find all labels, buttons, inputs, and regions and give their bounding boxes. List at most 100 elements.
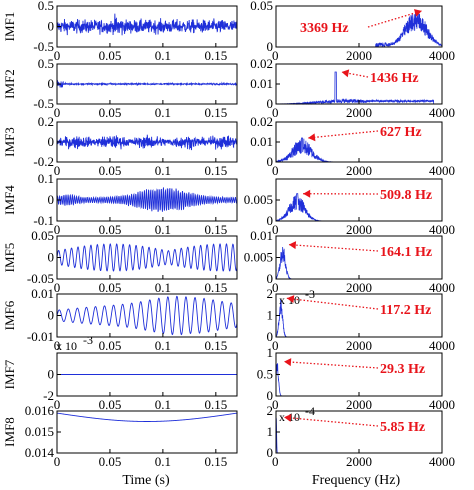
time-exponent-power: -3 (83, 333, 93, 347)
imf-label-imf4: IMF4 (2, 185, 17, 215)
peak-arrow-imf6 (286, 297, 379, 310)
peak-arrow-imf3 (307, 130, 379, 139)
time-xtick-label: 0.1 (155, 105, 171, 120)
time-xtick-label: 0.1 (155, 163, 171, 178)
imf-label-imf1: IMF1 (2, 12, 17, 42)
spectrum-xtick-label: 4000 (429, 454, 455, 469)
time-xtick-label: 0.1 (155, 338, 171, 353)
peak-label-imf6: 117.2 Hz (380, 303, 431, 318)
time-ytick-label: 0 (48, 367, 55, 382)
time-xtick-label: 0.15 (204, 48, 227, 63)
time-series-imf8 (56, 412, 238, 422)
time-axis-label: Time (s) (122, 473, 170, 488)
spectrum-ytick-label: 0.01 (250, 134, 273, 149)
peak-arrow-imf1 (367, 10, 422, 28)
spectrum-xtick-label: 2000 (346, 48, 372, 63)
time-series-imf2 (56, 79, 238, 88)
time-ytick-label: -0.05 (27, 271, 54, 286)
spectrum-xtick-label: 2000 (346, 397, 372, 412)
time-ytick-label: 0 (48, 192, 55, 207)
peak-label-imf1: 3369 Hz (300, 21, 349, 36)
time-series-imf1 (56, 13, 238, 36)
time-ytick-label: 0.5 (38, 0, 54, 13)
frequency-axis-label: Frequency (Hz) (312, 473, 401, 488)
time-ytick-label: 0.2 (38, 114, 54, 129)
time-ytick-label: 0.5 (38, 56, 54, 71)
peak-arrowhead-imf7 (284, 358, 292, 367)
time-xtick-label: 0.05 (99, 163, 122, 178)
time-xtick-label: 0 (54, 105, 61, 120)
time-xtick-label: 0 (54, 222, 61, 237)
time-ytick-label: -0.1 (33, 213, 54, 228)
time-series-imf3 (56, 134, 238, 151)
spectrum-ytick-label: 0 (267, 271, 274, 286)
spectrum-ytick-label: 0 (267, 445, 274, 460)
spectrum-xtick-label: 2000 (346, 454, 372, 469)
peak-arrow-imf7 (283, 360, 379, 369)
spectrum-ytick-label: 0 (267, 96, 274, 111)
time-ytick-label: 0 (48, 134, 55, 149)
imf-label-imf6: IMF6 (2, 300, 17, 330)
peak-arrowhead-imf8 (284, 413, 292, 422)
spectrum-ytick-label: 0 (267, 329, 274, 344)
time-xtick-label: 0.15 (204, 222, 227, 237)
spectrum-ytick-label: 0 (267, 39, 274, 54)
spectrum-xtick-label: 0 (272, 222, 279, 237)
time-series-imf4 (56, 187, 238, 212)
spectrum-xtick-label: 4000 (429, 48, 455, 63)
spectrum-ytick-label: 0.05 (250, 0, 273, 13)
time-xtick-label: 0.05 (99, 454, 122, 469)
peak-arrowhead-imf2 (341, 69, 350, 78)
spectrum-xtick-label: 2000 (346, 222, 372, 237)
spectrum-ytick-label: 1 (267, 308, 274, 323)
imf-label-imf5: IMF5 (2, 243, 17, 273)
imf-label-imf3: IMF3 (2, 127, 17, 157)
time-ytick-label: -0.5 (33, 96, 54, 111)
time-xtick-label: 0.15 (204, 454, 227, 469)
spectrum-ytick-label: 0.01 (250, 228, 273, 243)
spectrum-xtick-label: 4000 (429, 280, 455, 295)
peak-arrowhead-imf1 (413, 9, 422, 17)
time-ytick-label: -2 (43, 388, 54, 403)
time-xtick-label: 0 (54, 163, 61, 178)
peak-arrowhead-imf3 (308, 133, 316, 142)
time-xtick-label: 0.05 (99, 280, 122, 295)
spectrum-ytick-label: 2 (267, 286, 274, 301)
time-xtick-label: 0.1 (155, 48, 171, 63)
time-xtick-label: 0.1 (155, 454, 171, 469)
peak-arrowhead-imf6 (286, 295, 295, 304)
spectrum-ytick-label: 0.005 (244, 250, 273, 265)
spectrum-xtick-label: 0 (272, 105, 279, 120)
time-ytick-label: 0.014 (25, 445, 55, 460)
spectrum-ytick-label: 2 (267, 403, 274, 418)
spectrum-xtick-label: 4000 (429, 338, 455, 353)
spectrum-ytick-label: 0 (267, 213, 274, 228)
spectrum-xtick-label: 2000 (346, 163, 372, 178)
time-ytick-label: -0.2 (33, 154, 54, 169)
spectrum-xtick-label: 4000 (429, 397, 455, 412)
time-series-imf5 (56, 243, 238, 272)
spectrum-xtick-label: 4000 (429, 163, 455, 178)
time-xtick-label: 0.15 (204, 280, 227, 295)
spectrum-xtick-label: 4000 (429, 105, 455, 120)
spectrum-ytick-label: 0.02 (250, 114, 273, 129)
time-ytick-label: 0 (48, 250, 55, 265)
time-xtick-label: 0.05 (99, 338, 122, 353)
time-xtick-label: 0 (54, 48, 61, 63)
time-xtick-label: 0 (54, 397, 61, 412)
time-xtick-label: 0.1 (155, 222, 171, 237)
peak-label-imf7: 29.3 Hz (380, 362, 425, 377)
time-ytick-label: 0.016 (25, 403, 55, 418)
time-ytick-label: 0.1 (38, 171, 54, 186)
spectrum-ytick-label: 1 (267, 424, 274, 439)
peak-label-imf2: 1436 Hz (370, 71, 419, 86)
time-series-imf6 (56, 295, 238, 336)
spectrum-xtick-label: 0 (272, 163, 279, 178)
time-xtick-label: 0.15 (204, 163, 227, 178)
time-xtick-label: 0 (54, 338, 61, 353)
peak-label-imf8: 5.85 Hz (380, 420, 425, 435)
spectrum-xtick-label: 2000 (346, 105, 372, 120)
time-ytick-label: 0.01 (31, 286, 54, 301)
